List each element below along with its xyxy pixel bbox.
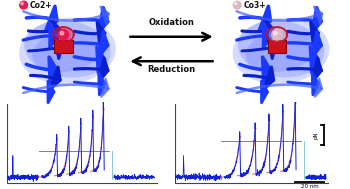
Circle shape xyxy=(234,2,237,5)
Ellipse shape xyxy=(238,21,324,77)
Text: pN: pN xyxy=(313,131,318,139)
Text: Reduction: Reduction xyxy=(147,65,196,74)
Circle shape xyxy=(58,29,69,40)
Circle shape xyxy=(272,29,282,40)
Text: Co3+: Co3+ xyxy=(243,1,266,10)
FancyBboxPatch shape xyxy=(54,40,72,53)
Ellipse shape xyxy=(19,18,116,84)
Circle shape xyxy=(60,31,64,35)
Text: 20 nm: 20 nm xyxy=(301,184,318,189)
Text: Oxidation: Oxidation xyxy=(148,18,195,26)
Circle shape xyxy=(233,1,241,9)
Circle shape xyxy=(20,1,28,9)
Text: Co2+: Co2+ xyxy=(30,1,52,10)
Ellipse shape xyxy=(25,21,111,77)
Circle shape xyxy=(21,2,23,5)
Ellipse shape xyxy=(246,30,316,72)
Circle shape xyxy=(274,31,277,35)
Ellipse shape xyxy=(32,30,103,72)
Ellipse shape xyxy=(233,18,329,84)
Circle shape xyxy=(269,27,285,42)
Circle shape xyxy=(56,27,71,42)
FancyBboxPatch shape xyxy=(268,40,286,53)
